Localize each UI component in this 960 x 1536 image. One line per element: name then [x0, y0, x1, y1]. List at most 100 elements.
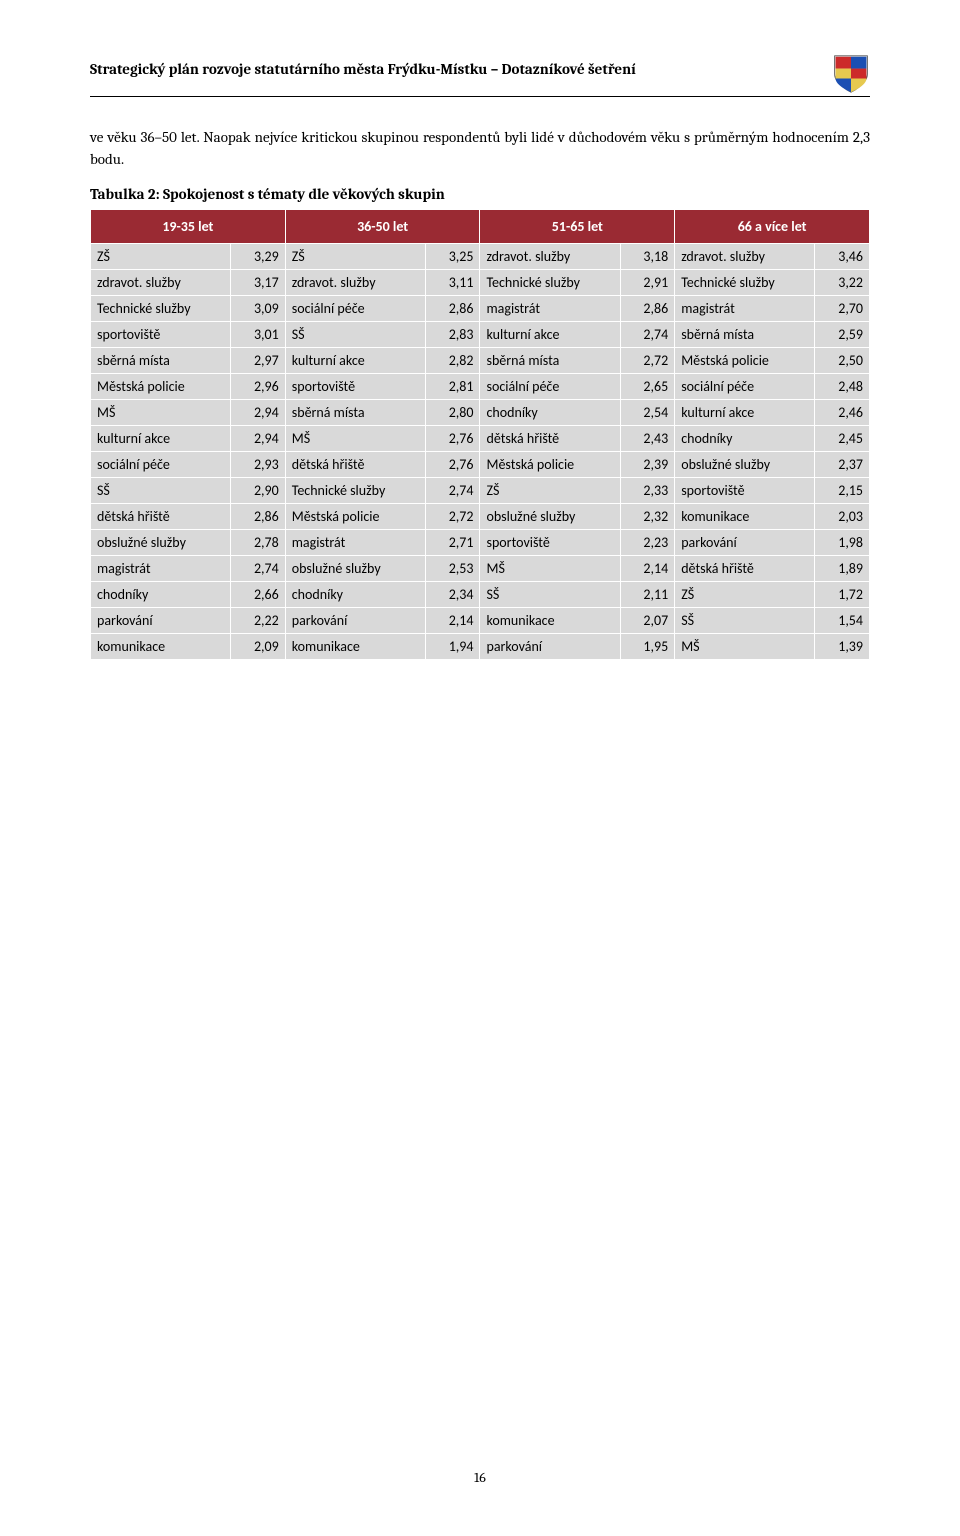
cell-value: 3,46: [815, 243, 870, 269]
cell-label: sportoviště: [675, 477, 815, 503]
cell-value: 2,94: [231, 399, 286, 425]
cell-value: 3,17: [231, 269, 286, 295]
cell-label: SŠ: [675, 607, 815, 633]
cell-value: 2,48: [815, 373, 870, 399]
table-row: dětská hřiště2,86Městská policie2,72obsl…: [91, 503, 870, 529]
cell-value: 2,80: [425, 399, 480, 425]
cell-label: parkování: [285, 607, 425, 633]
cell-label: MŠ: [91, 399, 231, 425]
cell-label: sběrná místa: [480, 347, 620, 373]
cell-label: sociální péče: [285, 295, 425, 321]
table-caption: Tabulka 2: Spokojenost s tématy dle věko…: [90, 185, 870, 203]
cell-value: 2,91: [620, 269, 675, 295]
cell-label: komunikace: [285, 633, 425, 659]
cell-value: 2,81: [425, 373, 480, 399]
cell-label: dětská hřiště: [285, 451, 425, 477]
cell-value: 2,46: [815, 399, 870, 425]
cell-value: 3,25: [425, 243, 480, 269]
col-51-65: 51-65 let: [480, 209, 675, 243]
cell-value: 2,32: [620, 503, 675, 529]
cell-value: 2,78: [231, 529, 286, 555]
cell-value: 1,94: [425, 633, 480, 659]
cell-value: 2,90: [231, 477, 286, 503]
cell-value: 2,37: [815, 451, 870, 477]
cell-value: 3,29: [231, 243, 286, 269]
cell-label: chodníky: [480, 399, 620, 425]
cell-label: sociální péče: [91, 451, 231, 477]
cell-label: MŠ: [480, 555, 620, 581]
cell-label: Technické služby: [91, 295, 231, 321]
cell-label: Technické služby: [480, 269, 620, 295]
cell-label: zdravot. služby: [675, 243, 815, 269]
cell-label: kulturní akce: [285, 347, 425, 373]
cell-value: 2,45: [815, 425, 870, 451]
cell-value: 2,50: [815, 347, 870, 373]
cell-label: MŠ: [675, 633, 815, 659]
cell-value: 1,72: [815, 581, 870, 607]
col-19-35: 19-35 let: [91, 209, 286, 243]
cell-value: 2,66: [231, 581, 286, 607]
cell-value: 2,86: [231, 503, 286, 529]
table-row: magistrát2,74obslužné služby2,53MŠ2,14dě…: [91, 555, 870, 581]
cell-label: dětská hřiště: [675, 555, 815, 581]
cell-label: komunikace: [675, 503, 815, 529]
cell-label: magistrát: [480, 295, 620, 321]
cell-label: ZŠ: [91, 243, 231, 269]
cell-label: chodníky: [285, 581, 425, 607]
cell-label: SŠ: [285, 321, 425, 347]
page-number: 16: [0, 1469, 960, 1486]
cell-value: 2,93: [231, 451, 286, 477]
cell-label: sportoviště: [480, 529, 620, 555]
cell-value: 2,96: [231, 373, 286, 399]
document-title: Strategický plán rozvoje statutárního mě…: [90, 60, 636, 78]
cell-label: obslužné služby: [285, 555, 425, 581]
cell-label: MŠ: [285, 425, 425, 451]
table-row: kulturní akce2,94MŠ2,76dětská hřiště2,43…: [91, 425, 870, 451]
cell-value: 1,39: [815, 633, 870, 659]
cell-label: magistrát: [91, 555, 231, 581]
table-row: Městská policie2,96sportoviště2,81sociál…: [91, 373, 870, 399]
cell-label: zdravot. služby: [285, 269, 425, 295]
cell-value: 2,74: [231, 555, 286, 581]
cell-label: zdravot. služby: [480, 243, 620, 269]
col-36-50: 36-50 let: [285, 209, 480, 243]
table-row: zdravot. služby3,17zdravot. služby3,11Te…: [91, 269, 870, 295]
cell-label: kulturní akce: [91, 425, 231, 451]
cell-label: obslužné služby: [91, 529, 231, 555]
cell-label: obslužné služby: [675, 451, 815, 477]
cell-label: Technické služby: [675, 269, 815, 295]
cell-value: 3,09: [231, 295, 286, 321]
cell-value: 2,33: [620, 477, 675, 503]
cell-value: 2,07: [620, 607, 675, 633]
cell-label: kulturní akce: [480, 321, 620, 347]
coat-of-arms-icon: [832, 54, 870, 94]
cell-label: sběrná místa: [675, 321, 815, 347]
cell-value: 1,98: [815, 529, 870, 555]
table-row: sběrná místa2,97kulturní akce2,82sběrná …: [91, 347, 870, 373]
table-row: chodníky2,66chodníky2,34SŠ2,11ZŠ1,72: [91, 581, 870, 607]
cell-label: parkování: [480, 633, 620, 659]
cell-value: 2,86: [425, 295, 480, 321]
table-row: SŠ2,90Technické služby2,74ZŠ2,33sportovi…: [91, 477, 870, 503]
cell-label: komunikace: [91, 633, 231, 659]
cell-label: sportoviště: [91, 321, 231, 347]
cell-label: komunikace: [480, 607, 620, 633]
cell-value: 2,97: [231, 347, 286, 373]
cell-label: dětská hřiště: [91, 503, 231, 529]
cell-label: SŠ: [91, 477, 231, 503]
table-row: komunikace2,09komunikace1,94parkování1,9…: [91, 633, 870, 659]
cell-label: Městská policie: [285, 503, 425, 529]
cell-value: 2,70: [815, 295, 870, 321]
cell-value: 2,72: [425, 503, 480, 529]
table-row: Technické služby3,09sociální péče2,86mag…: [91, 295, 870, 321]
table-row: parkování2,22parkování2,14komunikace2,07…: [91, 607, 870, 633]
cell-label: Městská policie: [675, 347, 815, 373]
cell-label: SŠ: [480, 581, 620, 607]
cell-label: chodníky: [675, 425, 815, 451]
cell-value: 2,65: [620, 373, 675, 399]
cell-label: Městská policie: [91, 373, 231, 399]
cell-value: 2,72: [620, 347, 675, 373]
page-header: Strategický plán rozvoje statutárního mě…: [90, 60, 870, 97]
table-row: MŠ2,94sběrná místa2,80chodníky2,54kultur…: [91, 399, 870, 425]
cell-value: 2,54: [620, 399, 675, 425]
